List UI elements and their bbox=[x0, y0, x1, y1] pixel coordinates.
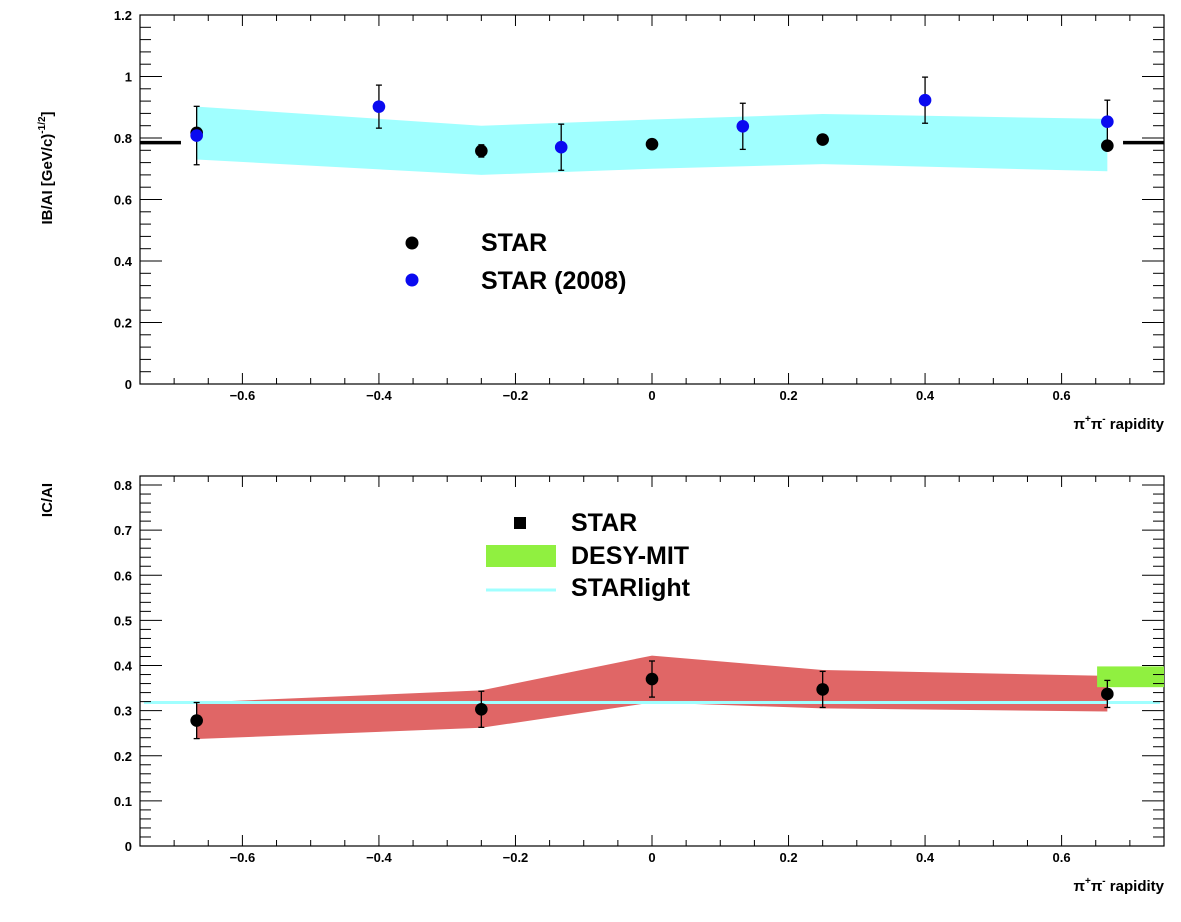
bottom-legend: STAR DESY-MIT STARlight bbox=[486, 509, 691, 602]
legend-star-label: STAR bbox=[481, 229, 547, 257]
star-2008-point bbox=[1101, 115, 1114, 129]
legend-star2008-marker bbox=[405, 273, 419, 287]
legend-desy-mit-swatch bbox=[486, 545, 556, 567]
bottom-x-axis-title: π+π- rapidity bbox=[1073, 876, 1164, 895]
x-tick-label: −0.2 bbox=[503, 388, 529, 403]
bottom-y-axis-title: IC/AI bbox=[39, 483, 56, 517]
y-tick-label: 0.3 bbox=[114, 704, 132, 719]
y-tick-label: 0.8 bbox=[114, 478, 132, 493]
y-tick-label: 0.6 bbox=[114, 193, 132, 208]
y-tick-label: 0.1 bbox=[114, 794, 132, 809]
y-tick-label: 1.2 bbox=[114, 8, 132, 23]
y-tick-label: 0.5 bbox=[114, 613, 132, 628]
star-2008-point bbox=[190, 129, 203, 142]
legend-starlight-label: STARlight bbox=[571, 574, 691, 602]
y-tick-label: 1 bbox=[125, 70, 132, 85]
x-tick-label: 0.4 bbox=[916, 850, 935, 865]
y-tick-label: 0.4 bbox=[114, 254, 133, 269]
top-plot-frame bbox=[139, 14, 1165, 385]
star-2008-point bbox=[554, 140, 568, 154]
top-panel: −0.6 −0.4 −0.2 0 0.2 0.4 0.600.20.40.60.811.2 … bbox=[37, 8, 1165, 433]
star-2008-point bbox=[372, 100, 386, 113]
y-tick-label: 0.4 bbox=[114, 659, 133, 674]
legend-bottom-star-label: STAR bbox=[571, 509, 637, 537]
x-tick-label: 0.4 bbox=[916, 388, 935, 403]
x-tick-label: 0.6 bbox=[1053, 388, 1071, 403]
top-y-axis-title: IB/AI [GeV/c)-1/2] bbox=[37, 111, 56, 224]
y-tick-label: 0 bbox=[125, 839, 132, 854]
star-point bbox=[816, 133, 829, 146]
x-tick-label: 0 bbox=[648, 388, 655, 403]
x-tick-label: 0.2 bbox=[779, 850, 797, 865]
star-point bbox=[816, 683, 829, 696]
x-tick-label: −0.6 bbox=[230, 850, 256, 865]
x-tick-label: −0.2 bbox=[503, 850, 529, 865]
star-point bbox=[645, 137, 659, 151]
legend-desy-mit-label: DESY-MIT bbox=[571, 542, 689, 570]
y-tick-label: 0.6 bbox=[114, 568, 132, 583]
y-tick-label: 0.2 bbox=[114, 749, 132, 764]
star-point bbox=[475, 702, 488, 716]
legend-star-marker bbox=[405, 236, 419, 250]
legend-star2008-label: STAR (2008) bbox=[481, 267, 626, 295]
top-x-axis-title: π+π- rapidity bbox=[1073, 414, 1164, 433]
star-2008-point bbox=[918, 93, 932, 107]
star-2008-point bbox=[736, 120, 750, 133]
star-point bbox=[190, 714, 203, 727]
star-point bbox=[645, 672, 659, 686]
legend-star-square-marker bbox=[514, 517, 526, 529]
star-point bbox=[1101, 687, 1114, 701]
x-tick-label: −0.6 bbox=[230, 388, 256, 403]
y-tick-label: 0.8 bbox=[114, 131, 132, 146]
y-tick-label: 0.2 bbox=[114, 316, 132, 331]
x-tick-label: −0.4 bbox=[366, 388, 392, 403]
x-tick-label: −0.4 bbox=[366, 850, 392, 865]
y-tick-label: 0.7 bbox=[114, 523, 132, 538]
x-tick-label: 0 bbox=[648, 850, 655, 865]
top-legend: STAR STAR (2008) bbox=[405, 229, 626, 295]
x-tick-label: 0.2 bbox=[779, 388, 797, 403]
star-point bbox=[1101, 139, 1114, 152]
bottom-panel: −0.6 −0.4 −0.2 0 0.2 0.4 0.6 0 0.1 0.2 0.3 0.4 0.5 0.… bbox=[39, 475, 1165, 895]
x-tick-label: 0.6 bbox=[1053, 850, 1071, 865]
y-tick-label: 0 bbox=[125, 377, 132, 392]
desy-mit-box bbox=[1097, 666, 1164, 688]
star-point bbox=[475, 144, 488, 158]
